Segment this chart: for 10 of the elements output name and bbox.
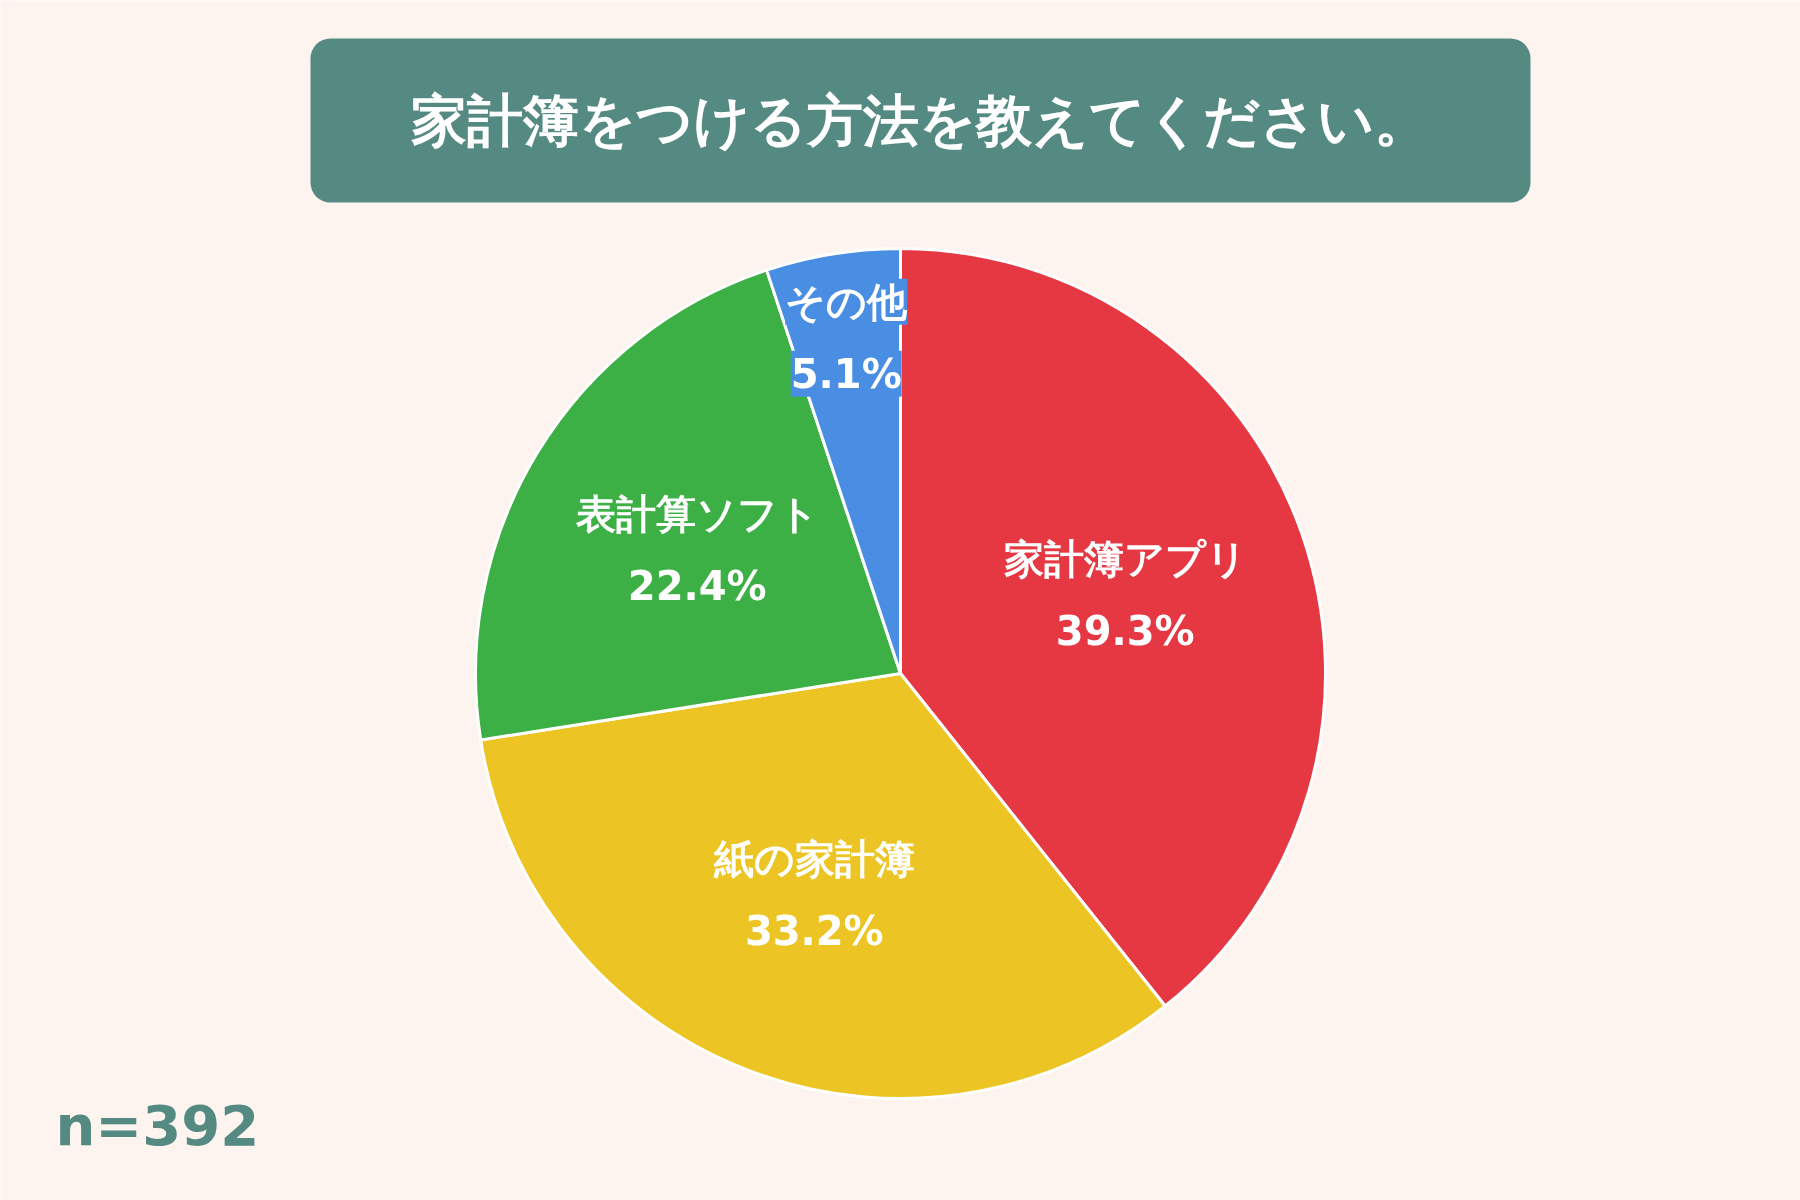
- slice-label: その他: [785, 278, 909, 325]
- slice-label: 表計算ソフト: [574, 490, 819, 537]
- data-label: 22.4%: [627, 562, 767, 609]
- data-label: 33.2%: [744, 908, 884, 955]
- data-label: 39.3%: [1055, 607, 1195, 654]
- slice-label: 紙の家計簿: [712, 836, 915, 883]
- chart-title: 家計簿をつける方法を教えてください。: [411, 88, 1430, 153]
- slice-label: 家計簿アプリ: [1003, 535, 1247, 582]
- text: n=392: [55, 1093, 260, 1158]
- data-label: 5.1%: [790, 350, 902, 397]
